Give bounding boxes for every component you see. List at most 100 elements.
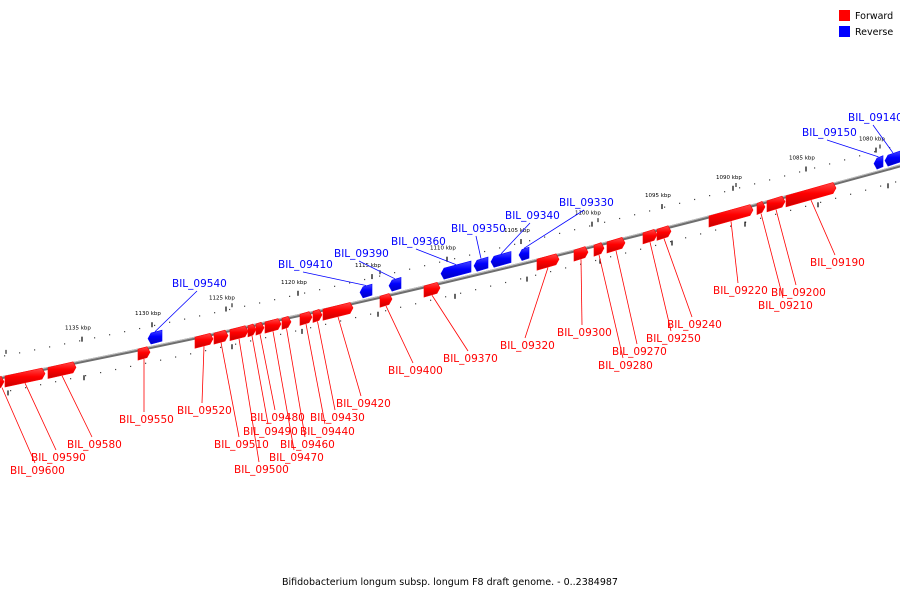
gene-glyph-bil-09390[interactable]	[388, 277, 402, 292]
gene-label-bil-09510[interactable]: BIL_09510	[214, 439, 269, 451]
scale-dot	[739, 187, 741, 189]
gene-label-bil-09280[interactable]: BIL_09280	[598, 360, 653, 372]
gene-glyph-bil-09490[interactable]	[247, 323, 257, 338]
gene-label-bil-09240[interactable]: BIL_09240	[667, 319, 722, 331]
legend-forward-swatch	[839, 10, 850, 21]
scale-dot	[574, 229, 576, 231]
scale-dot	[544, 236, 546, 238]
gene-glyph-bil-09150[interactable]	[873, 155, 884, 170]
gene-label-bil-09340[interactable]: BIL_09340	[505, 210, 560, 222]
gene-label-bil-09520[interactable]: BIL_09520	[177, 405, 232, 417]
gene-label-bil-09320[interactable]: BIL_09320	[500, 340, 555, 352]
scale-tick-label: 1100 kbp	[575, 211, 601, 217]
gene-label-bil-09400[interactable]: BIL_09400	[388, 365, 443, 377]
gene-label-bil-09440[interactable]: BIL_09440	[300, 426, 355, 438]
gene-label-bil-09430[interactable]: BIL_09430	[310, 412, 365, 424]
scale-dot	[334, 285, 336, 287]
gene-glyph-bil-09360[interactable]	[440, 260, 472, 280]
gene-label-bil-09470[interactable]: BIL_09470	[269, 452, 324, 464]
gene-glyph-bil-09480[interactable]	[255, 321, 265, 336]
scale-dot	[799, 171, 801, 173]
scale-dot	[394, 272, 396, 274]
scale-dot	[160, 359, 162, 361]
gene-label-bil-09500[interactable]: BIL_09500	[234, 464, 289, 476]
scale-dot	[844, 159, 846, 161]
scale-dot	[775, 213, 777, 215]
gene-label-bil-09190[interactable]: BIL_09190	[810, 257, 865, 269]
gene-label-bil-09210[interactable]: BIL_09210	[758, 300, 813, 312]
gene-glyph-bil-09590[interactable]	[4, 367, 46, 388]
gene-glyph-bil-09280[interactable]	[593, 242, 605, 257]
gene-glyph-bil-09320[interactable]	[536, 253, 560, 271]
gene-label-bil-09540[interactable]: BIL_09540	[172, 278, 227, 290]
scale-dot	[169, 321, 171, 323]
gene-glyph-bil-09550[interactable]	[137, 346, 151, 361]
gene-label-bil-09220[interactable]: BIL_09220	[713, 285, 768, 297]
gene-label-bil-09490[interactable]: BIL_09490	[243, 426, 298, 438]
scale-dot	[640, 248, 642, 250]
gene-leader-line	[272, 331, 295, 451]
gene-glyph-bil-09400[interactable]	[379, 293, 393, 308]
gene-glyph-bil-09240[interactable]	[656, 225, 672, 241]
gene-label-bil-09300[interactable]: BIL_09300	[557, 327, 612, 339]
gene-glyph-bil-09430[interactable]	[312, 309, 323, 323]
gene-glyph-bil-09520[interactable]	[194, 332, 214, 349]
gene-label-bil-09590[interactable]: BIL_09590	[31, 452, 86, 464]
gene-glyph-bil-09420[interactable]	[322, 302, 354, 321]
scale-tick-label: 1120 kbp	[281, 280, 307, 286]
gene-label-bil-09270[interactable]: BIL_09270	[612, 346, 667, 358]
gene-label-bil-09460[interactable]: BIL_09460	[280, 439, 335, 451]
gene-leader-line	[220, 342, 240, 438]
gene-glyph-bil-09460[interactable]	[281, 315, 292, 330]
gene-label-bil-09550[interactable]: BIL_09550	[119, 414, 174, 426]
scale-dot	[880, 185, 882, 187]
gene-leader-line	[238, 338, 260, 463]
gene-glyph-bil-09270[interactable]	[606, 237, 626, 254]
gene-leader-line	[201, 346, 205, 404]
scale-tick-label: 1095 kbp	[645, 193, 671, 199]
gene-glyph-bil-09510[interactable]	[213, 329, 229, 345]
gene-glyph-bil-09140[interactable]	[884, 150, 900, 167]
gene-label-bil-09150[interactable]: BIL_09150	[802, 127, 857, 139]
gene-label-bil-09390[interactable]: BIL_09390	[334, 248, 389, 260]
gene-glyph-bil-09220[interactable]	[708, 204, 754, 228]
scale-dot	[355, 316, 357, 319]
gene-label-bil-09580[interactable]: BIL_09580	[67, 439, 122, 451]
gene-label-bil-09350[interactable]: BIL_09350	[451, 223, 506, 235]
gene-label-bil-09410[interactable]: BIL_09410	[278, 259, 333, 271]
gene-label-bil-09600[interactable]: BIL_09600	[10, 465, 65, 477]
gene-glyph-bil-09500[interactable]	[229, 325, 249, 342]
gene-glyph-bil-09340[interactable]	[490, 251, 512, 268]
gene-glyph-bil-09350[interactable]	[473, 256, 489, 272]
gene-glyph-bil-09470[interactable]	[264, 318, 282, 334]
gene-glyph-bil-09300[interactable]	[573, 246, 589, 262]
scale-dot	[295, 330, 297, 332]
gene-label-bil-09370[interactable]: BIL_09370	[443, 353, 498, 365]
gene-label-bil-09140[interactable]: BIL_09140	[848, 112, 900, 124]
scale-dot	[109, 334, 111, 336]
gene-glyph-bil-09580[interactable]	[47, 361, 77, 379]
scale-dot	[805, 205, 807, 207]
gene-label-bil-09200[interactable]: BIL_09200	[771, 287, 826, 299]
gene-glyph-bil-09540[interactable]	[147, 329, 163, 345]
gene-label-bil-09330[interactable]: BIL_09330	[559, 197, 614, 209]
gene-glyph-bil-09330[interactable]	[518, 246, 530, 261]
gene-glyph-bil-09600[interactable]	[0, 375, 5, 389]
scale-dot	[289, 295, 291, 297]
gene-glyph-bil-09370[interactable]	[423, 281, 441, 298]
gene-label-bil-09360[interactable]: BIL_09360	[391, 236, 446, 248]
gene-label-bil-09250[interactable]: BIL_09250	[646, 333, 701, 345]
gene-leader-line	[500, 222, 531, 255]
gene-label-bil-09480[interactable]: BIL_09480	[250, 412, 305, 424]
scale-dot	[445, 296, 447, 298]
gene-glyph-bil-09210[interactable]	[756, 201, 766, 215]
gene-glyph-bil-09410[interactable]	[359, 283, 373, 299]
scale-dot	[94, 337, 96, 339]
gene-glyph-bil-09250[interactable]	[642, 228, 658, 245]
gene-glyph-bil-09440[interactable]	[299, 311, 313, 326]
gene-label-bil-09420[interactable]: BIL_09420	[336, 398, 391, 410]
gene-glyph-bil-09190[interactable]	[785, 182, 837, 208]
scale-dot	[670, 241, 672, 243]
gene-glyph-bil-09200[interactable]	[766, 195, 786, 213]
